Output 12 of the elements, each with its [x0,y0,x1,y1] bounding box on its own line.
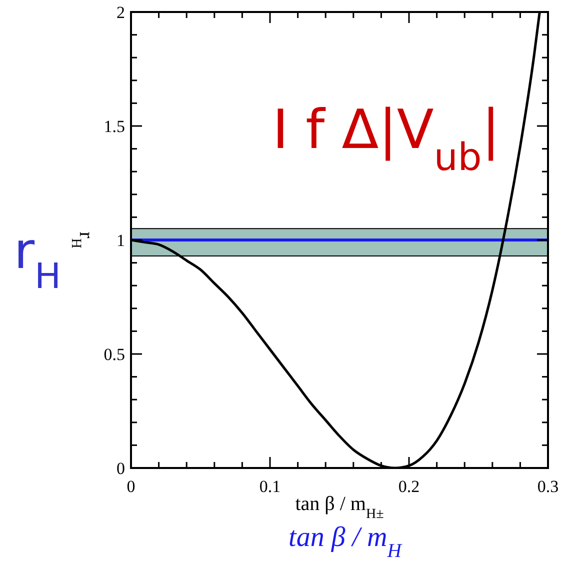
x-axis-title: tan β / m$_{H±}$ [295,493,384,522]
y-tick-label: 1.5 [104,117,125,136]
text: r$_{H}$ [14,222,61,297]
y-tick-label: 0 [116,459,125,478]
x-tick-label: 0.1 [259,477,281,496]
y-tick-label: 0.5 [104,345,125,364]
text: tan β / m$_{H}$ [288,522,404,562]
annotation: I f Δ|V$_{ub}$| [272,98,500,179]
y-tick-label: 2 [116,3,125,22]
x-tick-label: 0.2 [398,477,420,496]
y-tick-label: 1 [116,231,125,250]
x-tick-label: 0.3 [537,477,559,496]
